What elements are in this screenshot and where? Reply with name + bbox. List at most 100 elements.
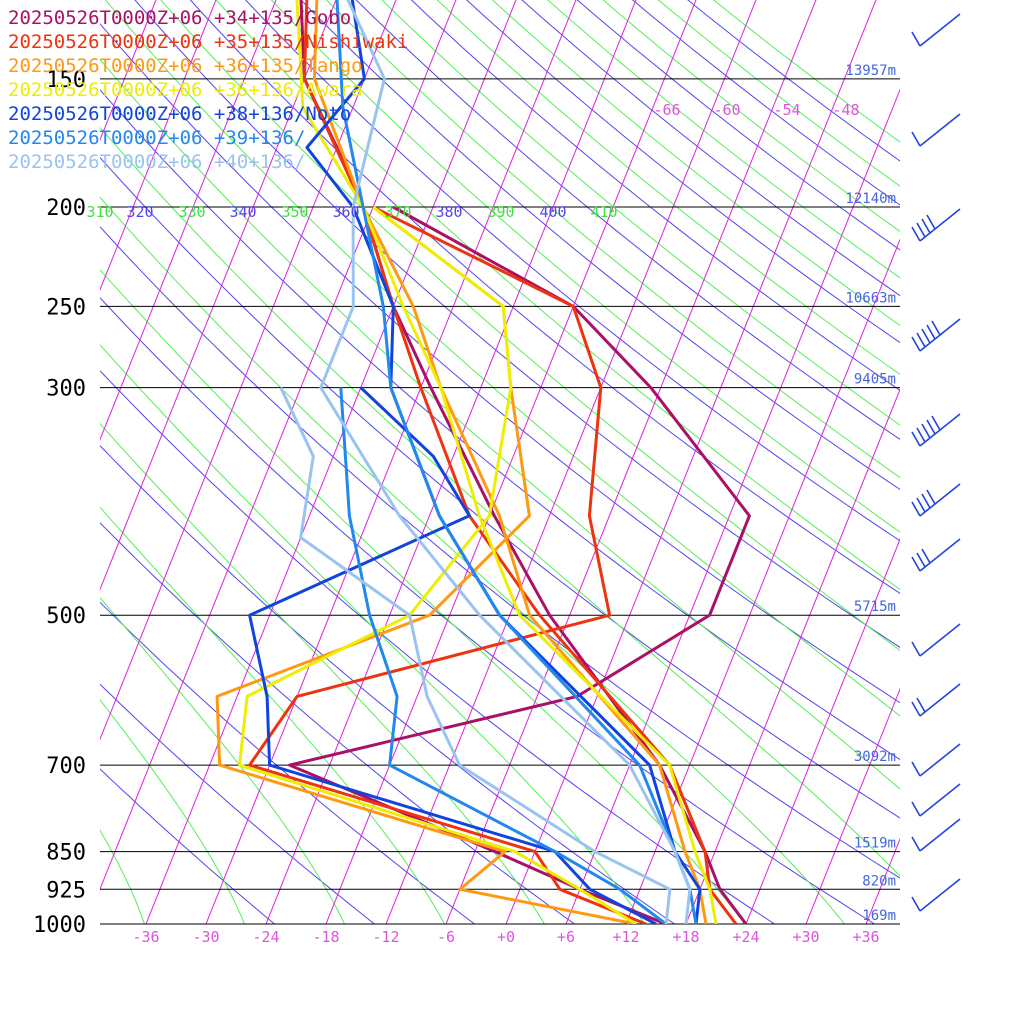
series-2-dewpoint (215, 205, 637, 924)
isotherm (100, 0, 277, 441)
wind-barb-feather (916, 332, 926, 348)
theta-label: 360 (332, 203, 359, 221)
height-label: 5715m (854, 599, 896, 615)
height-label: 12140m (845, 191, 896, 207)
height-label: 3092m (854, 749, 896, 765)
theta-label: 390 (487, 203, 514, 221)
temperature-tick-label: +6 (557, 928, 575, 946)
wind-barbs (911, 13, 961, 912)
series-1-temperature (302, 0, 738, 924)
equivalent-theta-line (100, 344, 646, 924)
wind-barb-feather (926, 489, 936, 505)
dry-adiabat (631, 0, 900, 206)
wind-barb-feather (916, 497, 926, 513)
wind-barb-feather (926, 419, 936, 435)
theta-label: 370 (384, 203, 411, 221)
equivalent-theta-line (100, 699, 246, 924)
equivalent-theta-line (100, 506, 446, 924)
series-5-dewpoint (339, 387, 667, 924)
wind-barb-staff (919, 13, 961, 47)
temperature-tick-label: -24 (252, 928, 279, 946)
isotherm (265, 0, 637, 924)
pressure-label: 850 (46, 841, 86, 866)
legend-entry-5: 20250526T0000Z+06 +39+136/ (8, 127, 305, 149)
theta-label: 310 (86, 203, 113, 221)
isotherm (100, 0, 217, 291)
wind-barb-feather (921, 548, 931, 564)
equivalent-theta-line (712, 0, 900, 143)
wind-barb-feather (911, 701, 921, 717)
wind-barb (911, 623, 961, 657)
wind-barb (911, 878, 961, 912)
wind-barb-feather (926, 214, 936, 230)
upper-temperature-label: -54 (773, 101, 800, 119)
isotherm (917, 0, 1024, 946)
legend-entry-6: 20250526T0000Z+06 +40+136/ (8, 151, 305, 173)
wind-barb-feather (916, 222, 926, 238)
theta-label: 340 (229, 203, 256, 221)
wind-barb-feather (911, 761, 921, 777)
temperature-tick-label: +18 (672, 928, 699, 946)
temperature-tick-label: -18 (312, 928, 339, 946)
temperature-tick-label: +36 (852, 928, 879, 946)
upper-temperature-label: -66 (653, 101, 680, 119)
equivalent-theta-line (100, 829, 146, 924)
wind-barb (911, 208, 961, 242)
pressure-label: 500 (46, 604, 86, 629)
wind-barb-feather (911, 836, 921, 852)
pressure-label: 1000 (33, 913, 86, 938)
equivalent-theta-line (100, 596, 346, 924)
wind-barb-feather (911, 641, 921, 657)
wind-barb-staff (919, 878, 961, 912)
pressure-label: 150 (46, 68, 86, 93)
series-6-dewpoint (279, 386, 672, 924)
pressure-label: 700 (46, 754, 86, 779)
isotherm (865, 837, 900, 924)
wind-barb (911, 113, 961, 147)
wind-barb-staff (919, 743, 961, 777)
dry-adiabat (100, 768, 276, 924)
legend-entry-2: 20250526T0000Z+06 +36+135/Tango (8, 55, 363, 77)
series-4-dewpoint (248, 386, 657, 924)
dry-adiabat (100, 370, 776, 924)
temperature-tick-label: +12 (612, 928, 639, 946)
pressure-label: 925 (46, 878, 86, 903)
pressure-label: 200 (46, 196, 86, 221)
height-label: 9405m (854, 372, 896, 388)
isotherm (505, 0, 877, 924)
theta-label: 350 (281, 203, 308, 221)
temperature-tick-label: -30 (192, 928, 219, 946)
isotherm (145, 0, 517, 924)
wind-barb-feather (916, 427, 926, 443)
legend-entry-3: 20250526T0000Z+06 +36+136/Awara (8, 79, 363, 101)
height-label: 1519m (854, 836, 896, 852)
series-3-temperature (295, 0, 718, 924)
isotherm (100, 0, 337, 591)
temperature-tick-label: +24 (732, 928, 759, 946)
wind-barb-feather (911, 226, 921, 242)
dry-adiabat (100, 522, 576, 924)
wind-barb-feather (916, 697, 926, 713)
wind-barb-feather (921, 328, 931, 344)
wind-barb-staff (919, 818, 961, 852)
wind-barb-feather (931, 320, 941, 336)
wind-barb-feather (921, 218, 931, 234)
wind-barb-staff (919, 483, 961, 517)
isotherm (625, 238, 900, 924)
wind-barb (911, 413, 961, 447)
theta-label: 400 (539, 203, 566, 221)
wind-barb-feather (921, 493, 931, 509)
series-3-dewpoint (238, 205, 637, 924)
temperature-tick-label: +30 (792, 928, 819, 946)
wind-barb (911, 683, 961, 717)
height-label: 169m (862, 908, 896, 924)
wind-barb-feather (911, 501, 921, 517)
equivalent-theta-line (100, 423, 546, 924)
wind-barb (911, 743, 961, 777)
pressure-label: 300 (46, 377, 86, 402)
isotherm (565, 88, 900, 924)
series-2-temperature (312, 0, 708, 924)
theta-label: 320 (126, 203, 153, 221)
theta-label: 410 (590, 203, 617, 221)
